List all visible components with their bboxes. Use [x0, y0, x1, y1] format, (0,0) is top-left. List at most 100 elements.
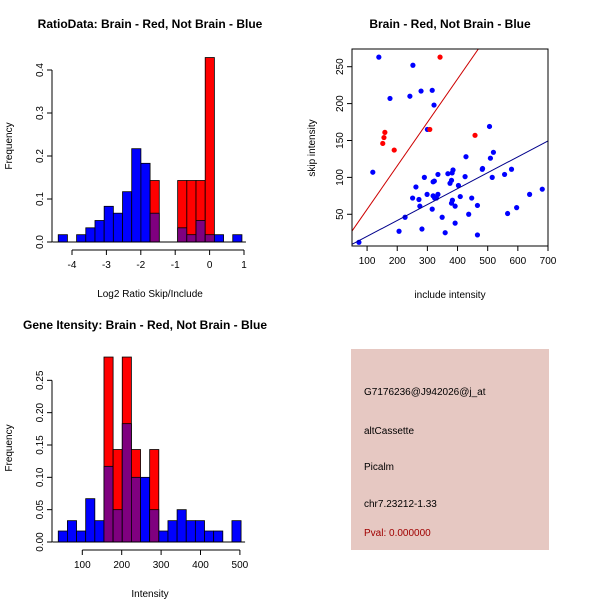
ratio-histogram-title: RatioData: Brain - Red, Not Brain - Blue — [38, 17, 263, 31]
x-tick-label: 1 — [241, 260, 247, 271]
point-brain — [380, 140, 386, 147]
bar-not-brain — [185, 520, 196, 543]
y-tick-label: 0.0 — [35, 235, 46, 249]
y-tick-label: 0.4 — [35, 63, 46, 77]
ratio-histogram-ylabel: Frequency — [4, 122, 15, 169]
bar-not-brain — [112, 212, 123, 243]
y-tick-label: 0.10 — [35, 467, 46, 487]
point-not-brain — [501, 171, 508, 178]
ratio-histogram: RatioData: Brain - Red, Not Brain - Blue… — [4, 17, 263, 300]
point-not-brain — [424, 191, 430, 197]
bar-not-brain — [122, 191, 133, 243]
point-not-brain — [452, 220, 458, 226]
bar-not-brain — [57, 530, 68, 543]
bar-not-brain — [176, 509, 187, 543]
bar-overlap — [149, 212, 160, 243]
ratio-histogram-xlabel: Log2 Ratio Skip/Include — [97, 289, 203, 300]
bar-not-brain — [231, 520, 242, 543]
point-not-brain — [514, 205, 520, 211]
point-not-brain — [469, 195, 475, 201]
point-not-brain — [463, 154, 469, 160]
y-tick-label: 0.1 — [35, 192, 46, 206]
x-tick-label: 700 — [540, 256, 557, 267]
y-tick-label: 0.05 — [35, 499, 46, 519]
y-tick-label: 200 — [335, 95, 346, 112]
x-tick-label: 300 — [419, 256, 436, 267]
point-not-brain — [439, 214, 445, 220]
point-not-brain — [376, 54, 382, 60]
x-tick-label: 200 — [113, 560, 130, 571]
event-type: altCassette — [364, 426, 414, 437]
bar-not-brain — [204, 530, 215, 543]
point-not-brain — [431, 102, 437, 108]
point-not-brain — [410, 62, 416, 68]
point-not-brain — [452, 203, 458, 209]
scatter-xlabel: include intensity — [414, 290, 485, 301]
x-tick-label: -1 — [171, 260, 180, 271]
point-brain — [391, 147, 397, 153]
point-not-brain — [413, 184, 419, 190]
bar-overlap — [149, 509, 160, 543]
bar-not-brain — [131, 148, 142, 243]
bar-overlap — [195, 220, 206, 243]
point-not-brain — [474, 202, 481, 209]
bar-not-brain — [76, 530, 87, 543]
bar-not-brain — [94, 520, 105, 543]
bar-not-brain — [167, 520, 178, 543]
point-not-brain — [387, 95, 393, 102]
bar-overlap — [103, 465, 114, 543]
y-tick-label: 0.2 — [35, 149, 46, 163]
probe-id: G7176236@J942026@j_at — [364, 387, 486, 398]
point-not-brain — [487, 155, 494, 161]
bar-overlap — [186, 234, 197, 243]
bar-not-brain — [232, 234, 243, 243]
point-brain — [382, 129, 388, 135]
bar-not-brain — [213, 530, 224, 543]
point-not-brain — [419, 226, 425, 232]
bar-not-brain — [85, 498, 96, 543]
bar-overlap — [121, 423, 132, 543]
point-brain — [437, 54, 443, 60]
point-not-brain — [457, 193, 463, 200]
point-not-brain — [445, 171, 451, 177]
point-not-brain — [435, 171, 441, 178]
point-brain — [427, 126, 433, 133]
y-tick-label: 0.15 — [35, 435, 46, 455]
gene-histogram-ylabel: Frequency — [4, 424, 15, 471]
point-not-brain — [539, 186, 545, 192]
genomic-location: chr7.23212-1.33 — [364, 499, 437, 510]
y-tick-label: 100 — [335, 169, 346, 186]
x-tick-label: 400 — [449, 256, 466, 267]
info-panel: G7176236@J942026@j_at altCassette Picalm… — [351, 349, 549, 550]
point-not-brain — [455, 182, 462, 189]
point-not-brain — [466, 211, 472, 217]
point-brain — [381, 134, 387, 141]
y-tick-label: 250 — [335, 58, 346, 75]
point-not-brain — [508, 166, 515, 172]
plot-box — [351, 48, 549, 247]
point-not-brain — [421, 174, 427, 180]
point-not-brain — [442, 230, 448, 236]
gene-name: Picalm — [364, 462, 394, 473]
gene-intensity-histogram: Gene Itensity: Brain - Red, Not Brain - … — [4, 318, 267, 600]
point-not-brain — [448, 200, 455, 206]
bar-overlap — [112, 509, 123, 543]
bar-overlap — [177, 227, 188, 243]
point-not-brain — [462, 174, 468, 180]
x-tick-label: 400 — [192, 560, 209, 571]
x-tick-label: -4 — [68, 260, 77, 271]
point-not-brain — [370, 169, 376, 175]
intensity-scatter: Brain - Red, Not Brain - Blue include in… — [307, 17, 557, 301]
scatter-ylabel: skip intensity — [307, 119, 318, 176]
point-not-brain — [418, 88, 424, 94]
bar-not-brain — [140, 476, 151, 543]
bar-not-brain — [140, 162, 151, 243]
x-tick-label: -3 — [102, 260, 111, 271]
bar-not-brain — [85, 227, 96, 243]
bar-not-brain — [57, 234, 68, 243]
gene-histogram-xlabel: Intensity — [131, 589, 168, 600]
x-tick-label: 300 — [153, 560, 170, 571]
point-not-brain — [450, 167, 456, 173]
point-not-brain — [448, 177, 455, 183]
fit-line-brain — [352, 49, 479, 232]
